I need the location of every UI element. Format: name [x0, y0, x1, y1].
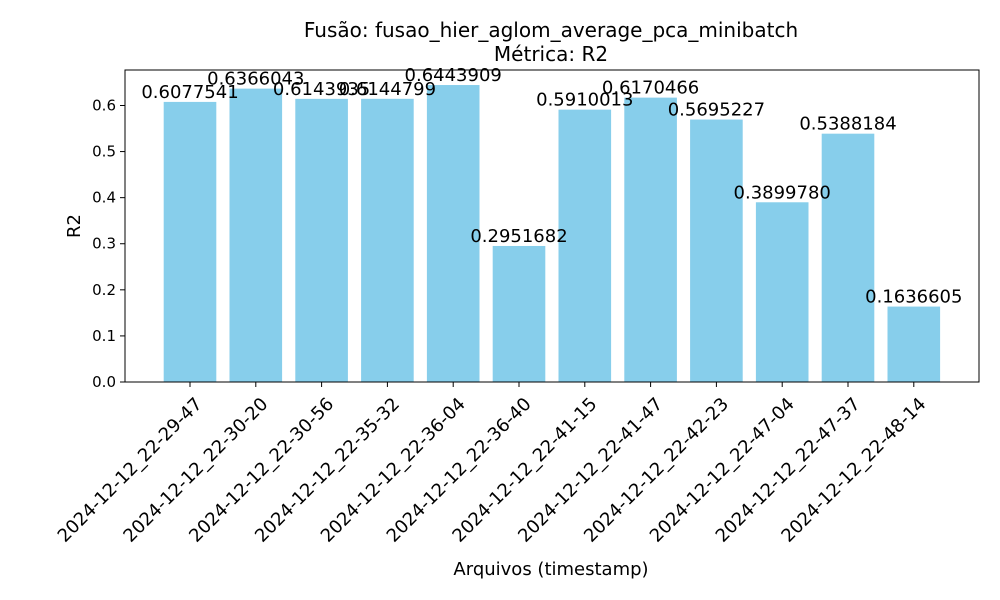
- bar-2024-12-12_22-35-32: [361, 98, 414, 382]
- bar-2024-12-12_22-29-47: [163, 101, 217, 382]
- chart-subtitle: Métrica: R2: [494, 42, 608, 66]
- y-tick-label: 0.0: [92, 373, 116, 391]
- chart-title: Fusão: fusao_hier_aglom_average_pca_mini…: [304, 18, 798, 42]
- y-tick-label: 0.2: [92, 281, 116, 299]
- y-tick-label: 0.4: [92, 189, 116, 207]
- y-axis-label: R2: [64, 214, 85, 238]
- data-label: 0.6366043: [207, 69, 304, 90]
- bar-2024-12-12_22-30-56: [295, 98, 348, 382]
- x-axis-label: Arquivos (timestamp): [453, 559, 648, 580]
- y-tick-label: 0.3: [92, 235, 116, 253]
- bar-2024-12-12_22-47-37: [821, 133, 875, 382]
- bar-2024-12-12_22-48-14: [887, 306, 941, 382]
- bars-group: [163, 85, 941, 382]
- y-tick-label: 0.1: [92, 327, 116, 345]
- bar-2024-12-12_22-41-15: [558, 109, 612, 382]
- data-label: 0.5388184: [799, 114, 896, 135]
- data-label: 0.5695227: [668, 100, 765, 121]
- bar-2024-12-12_22-41-47: [624, 97, 677, 382]
- y-axis: 0.0 0.1 0.2 0.3 0.4 0.5 0.6: [92, 96, 125, 391]
- data-label: 0.6170466: [602, 78, 699, 99]
- data-label: 0.1636605: [865, 287, 962, 308]
- data-label: 0.2951682: [470, 226, 567, 247]
- y-tick-label: 0.5: [92, 143, 116, 161]
- x-axis: 2024-12-12_22-29-472024-12-12_22-30-2020…: [54, 382, 930, 547]
- data-label: 0.6077541: [141, 82, 238, 103]
- data-label: 0.5910013: [536, 90, 633, 111]
- data-label: 0.6443909: [405, 65, 502, 86]
- y-tick-label: 0.6: [92, 96, 116, 114]
- bar-2024-12-12_22-36-04: [426, 85, 480, 382]
- bar-2024-12-12_22-47-04: [755, 202, 809, 382]
- bar-2024-12-12_22-30-20: [229, 88, 283, 382]
- data-label: 0.6143935: [273, 79, 370, 100]
- data-label: 0.3899780: [734, 182, 831, 203]
- data-label: 0.6144799: [339, 79, 436, 100]
- bar-2024-12-12_22-42-23: [690, 119, 743, 382]
- plot-frame: [124, 69, 980, 383]
- bar-2024-12-12_22-36-40: [492, 245, 546, 382]
